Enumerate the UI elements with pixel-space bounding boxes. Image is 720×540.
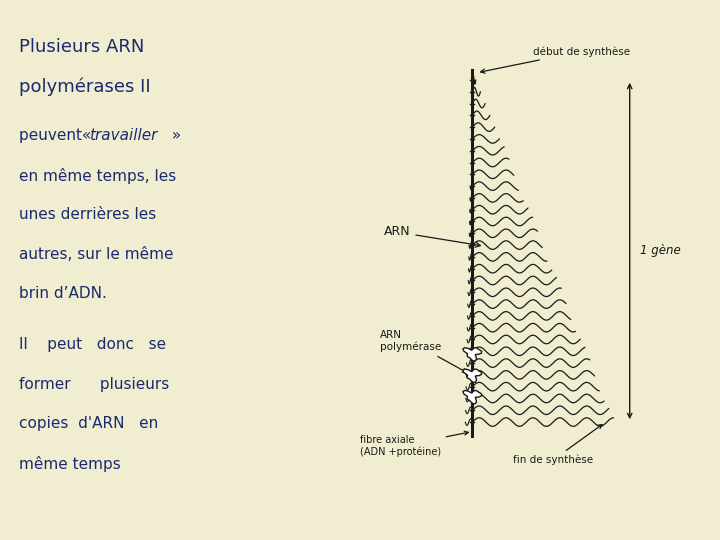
Text: en même temps, les: en même temps, les	[19, 168, 176, 184]
Text: travailler: travailler	[89, 129, 158, 144]
Text: former      plusieurs: former plusieurs	[19, 377, 169, 392]
Text: même temps: même temps	[19, 456, 121, 471]
Text: Plusieurs ARN: Plusieurs ARN	[19, 38, 144, 56]
Text: ARN
polymérase: ARN polymérase	[379, 330, 467, 373]
Text: début de synthèse: début de synthèse	[480, 46, 630, 73]
Text: brin d’ADN.: brin d’ADN.	[19, 286, 107, 301]
Text: autres, sur le même: autres, sur le même	[19, 247, 174, 262]
Text: fin de synthèse: fin de synthèse	[513, 424, 602, 465]
Text: copies  d'ARN   en: copies d'ARN en	[19, 416, 158, 431]
Polygon shape	[463, 348, 482, 361]
Text: polymérases II: polymérases II	[19, 77, 150, 96]
Text: peuvent«: peuvent«	[19, 129, 96, 144]
Polygon shape	[463, 390, 482, 404]
Text: fibre axiale
(ADN +protéine): fibre axiale (ADN +protéine)	[359, 431, 469, 457]
Text: Il    peut   donc   se: Il peut donc se	[19, 338, 166, 353]
Polygon shape	[463, 369, 482, 382]
Text: ARN: ARN	[384, 226, 480, 247]
Text: 1 gène: 1 gène	[640, 245, 680, 258]
Text: unes derrières les: unes derrières les	[19, 207, 156, 222]
Text: »: »	[167, 129, 181, 144]
